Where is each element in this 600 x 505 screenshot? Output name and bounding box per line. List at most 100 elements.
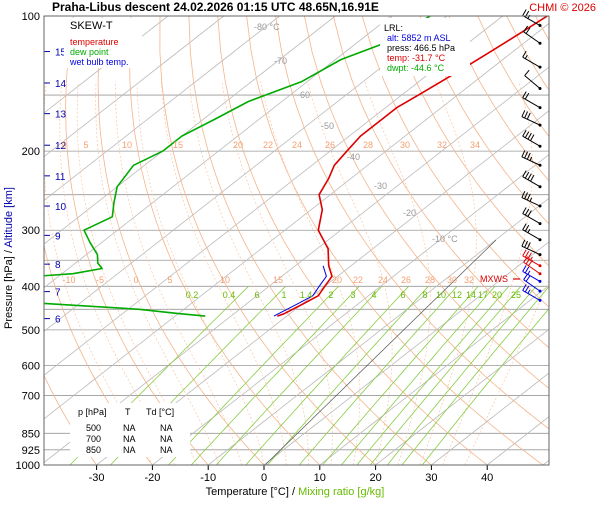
theta-label: 28 xyxy=(363,140,373,150)
mixing-ratio-label: 14 xyxy=(466,290,476,300)
y-axis-title: Pressure [hPa] / Altitude [km] xyxy=(3,187,15,329)
temperature-line xyxy=(277,16,548,317)
isotherm-label: -40 xyxy=(347,152,360,162)
wind-barb-feather xyxy=(522,9,527,16)
wind-barb-feather xyxy=(525,275,531,282)
dry-adiabat xyxy=(593,16,600,465)
wind-barb-feather xyxy=(527,132,532,140)
isotherm-line xyxy=(44,16,448,332)
pressure-tick-label: 500 xyxy=(22,325,40,337)
mixing-ratio-label: 6 xyxy=(400,290,405,300)
isotherm-line xyxy=(207,197,549,465)
theta-label: 28 xyxy=(425,275,435,285)
pressure-tick-label: 400 xyxy=(22,281,40,293)
mixing-ratio-line xyxy=(401,286,549,465)
wind-barb-feather xyxy=(526,242,531,249)
wind-barb-feather xyxy=(524,92,530,100)
table-row-t: NA xyxy=(123,445,136,455)
wind-barb-base xyxy=(538,298,542,302)
wind-barb-base xyxy=(538,41,542,45)
pressure-tick-label: 850 xyxy=(22,428,40,440)
mixing-ratio-line xyxy=(356,286,510,465)
wind-barb-base xyxy=(538,123,542,127)
isotherm-label: -70 xyxy=(274,56,287,66)
mxws-label: MXWS xyxy=(480,274,508,284)
moist-adiabat xyxy=(188,81,309,465)
isotherm-line xyxy=(542,459,549,465)
table-row-td: NA xyxy=(160,445,173,455)
theta-label: 26 xyxy=(325,140,335,150)
altitude-tick-label: 13 xyxy=(55,110,67,121)
theta-label: 22 xyxy=(263,140,273,150)
wind-barb-half-feather xyxy=(527,270,531,275)
lrl-press: press: 466.5 hPa xyxy=(387,43,455,53)
mixing-ratio-line xyxy=(340,286,496,465)
legend-temperature: temperature xyxy=(70,37,119,47)
dry-adiabat xyxy=(564,16,600,465)
wind-barb-feather xyxy=(524,208,530,216)
temperature-tick-label: 40 xyxy=(481,472,493,484)
temperature-tick-label: 10 xyxy=(314,472,326,484)
mixing-ratio-label: 10 xyxy=(436,290,446,300)
dry-adiabat xyxy=(390,16,549,267)
pressure-tick-label: 1000 xyxy=(16,460,40,472)
table-row-p: 700 xyxy=(86,434,101,444)
theta-label: -10 xyxy=(62,275,75,285)
dry-adiabat xyxy=(217,16,488,465)
dry-adiabat xyxy=(129,16,321,465)
wind-barb-half-feather xyxy=(527,289,531,294)
mixing-ratio-label: 25 xyxy=(511,290,521,300)
wind-barb xyxy=(522,223,542,242)
wind-barb xyxy=(522,284,542,302)
altitude-tick-label: 7 xyxy=(55,288,61,299)
isotherm-line xyxy=(319,285,549,465)
wind-barb-base xyxy=(538,86,542,90)
pressure-tick-label: 600 xyxy=(22,360,40,372)
wind-barb xyxy=(523,256,542,276)
isotherm-line xyxy=(44,16,280,201)
wind-barb-feather xyxy=(526,112,531,120)
mixing-ratio-label: 3 xyxy=(350,290,355,300)
theta-label: 30 xyxy=(447,275,457,285)
wind-barb xyxy=(523,25,542,45)
wind-barb-base xyxy=(538,144,542,148)
theta-label: 34 xyxy=(470,140,480,150)
altitude-tick-label: 9 xyxy=(55,231,61,242)
legend-box xyxy=(64,18,142,68)
moist-adiabat xyxy=(364,81,431,465)
wind-barb-feather xyxy=(522,249,527,257)
theta-label: 5 xyxy=(167,275,172,285)
wind-barb xyxy=(522,129,542,148)
wind-barb-feather xyxy=(522,170,527,177)
wind-barb-feather xyxy=(523,273,529,280)
wind-barb xyxy=(522,170,542,189)
wind-barb xyxy=(522,91,542,110)
wind-barb-feather xyxy=(521,191,526,198)
theta-label: 22 xyxy=(353,275,363,285)
isotherm-line xyxy=(44,16,392,289)
temperature-tick-label: 20 xyxy=(369,472,381,484)
wind-barb-feather xyxy=(530,174,535,182)
moist-adiabat xyxy=(44,81,153,465)
mixing-ratio-line xyxy=(322,286,479,465)
wind-barb-feather xyxy=(523,256,529,263)
moist-adiabat xyxy=(95,81,220,465)
wind-barb-feather xyxy=(524,111,529,119)
dry-adiabat xyxy=(332,16,549,349)
wind-barb xyxy=(521,150,542,167)
wind-barb xyxy=(521,239,542,257)
table-row-t: NA xyxy=(123,423,136,433)
wind-barb-feather xyxy=(527,252,532,260)
wind-barb-feather xyxy=(522,91,527,98)
wind-barb-base xyxy=(538,185,542,189)
wind-barb-half-feather xyxy=(529,197,533,202)
theta-label: 5 xyxy=(83,140,88,150)
mixing-ratio-line xyxy=(387,286,537,465)
wind-barb-base xyxy=(538,106,542,110)
wind-barb xyxy=(522,207,542,226)
moist-adiabat xyxy=(115,81,243,465)
wind-barb-base xyxy=(538,238,542,242)
mixing-ratio-line xyxy=(298,286,458,465)
pressure-tick-label: 200 xyxy=(22,146,40,158)
